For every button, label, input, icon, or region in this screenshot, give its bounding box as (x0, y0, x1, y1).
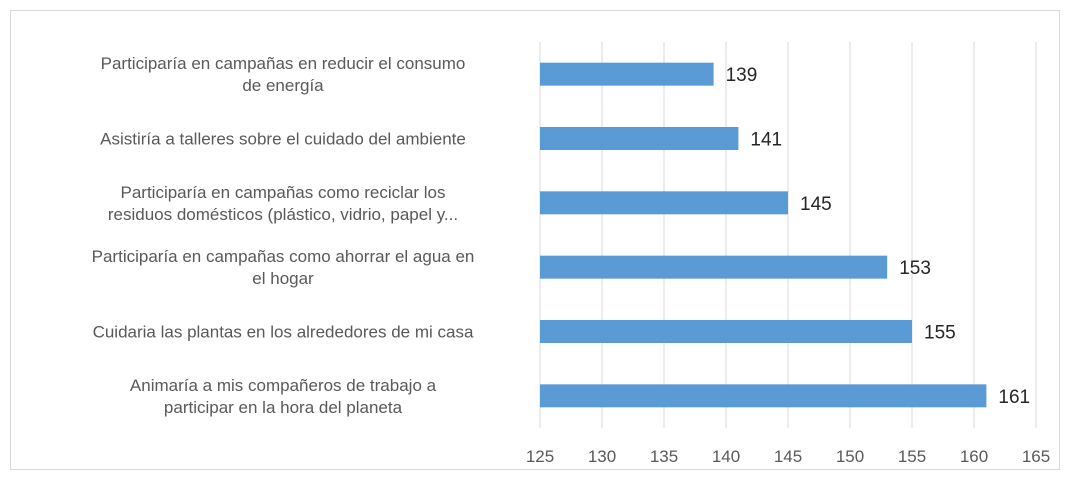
bar (540, 255, 888, 279)
x-tick-label: 125 (526, 447, 554, 466)
x-tick-label: 140 (712, 447, 740, 466)
data-label: 161 (998, 387, 1030, 408)
x-tick-label: 135 (650, 447, 678, 466)
gridlines (539, 42, 1037, 428)
category-label: Animaría a mis compañeros de trabajo a pa… (130, 376, 437, 417)
x-tick-label: 145 (774, 447, 802, 466)
category-label: Participaría en campañas como ahorrar el… (92, 247, 475, 288)
category-label: Participaría en campañas como reciclar l… (108, 183, 458, 224)
category-label: Asistiría a talleres sobre el cuidado de… (100, 130, 466, 149)
data-label: 145 (800, 194, 832, 215)
data-labels: 139 141 145 153 155 161 (726, 65, 1031, 408)
category-labels: Participaría en campañas en reducir el c… (92, 54, 475, 417)
x-tick-label: 130 (588, 447, 616, 466)
bars (540, 62, 987, 408)
category-label: Cuidaria las plantas en los alrededores … (93, 323, 474, 342)
bar (540, 127, 739, 150)
bar (540, 384, 987, 408)
data-label: 155 (924, 323, 956, 344)
data-label: 141 (750, 130, 782, 151)
bar (540, 62, 714, 86)
x-axis-ticks: 125 130 135 140 145 150 155 160 165 (526, 447, 1050, 466)
data-label: 139 (726, 65, 758, 86)
x-tick-label: 150 (836, 447, 864, 466)
bar (540, 320, 912, 343)
x-tick-label: 155 (898, 447, 926, 466)
x-tick-label: 165 (1022, 447, 1050, 466)
category-label: Participaría en campañas en reducir el c… (101, 54, 466, 95)
x-tick-label: 160 (960, 447, 988, 466)
data-label: 153 (899, 258, 931, 279)
bar (540, 191, 788, 215)
